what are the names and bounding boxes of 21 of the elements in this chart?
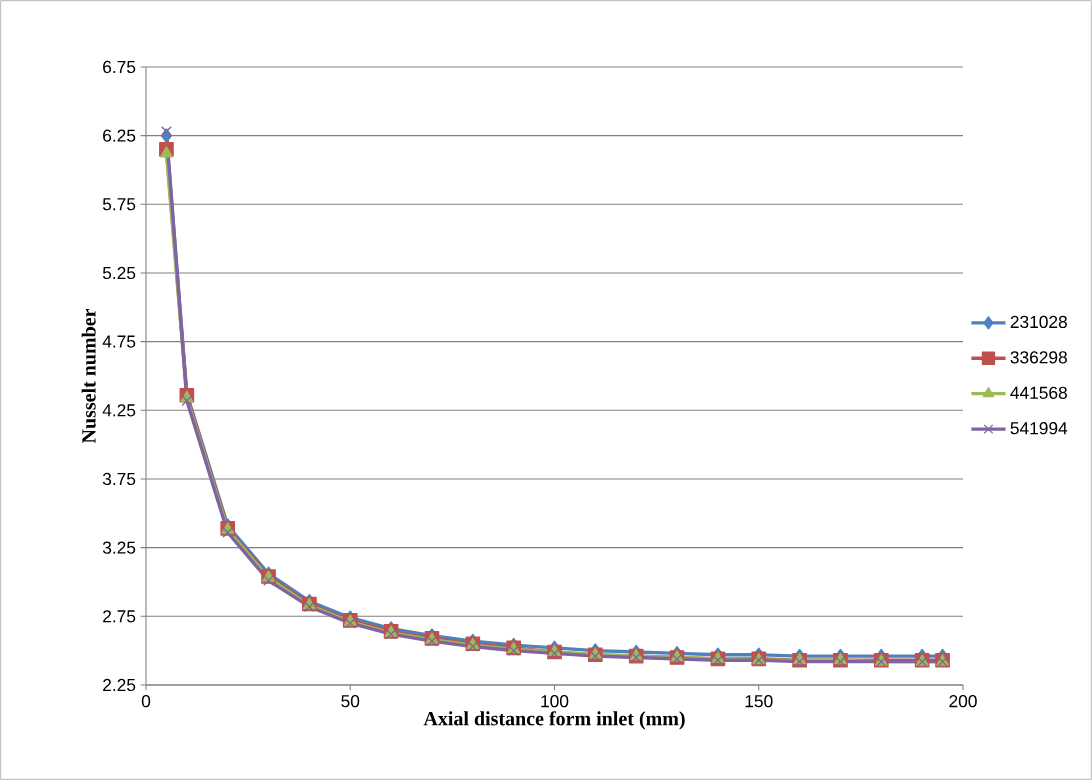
y-tick-label: 6.75	[103, 60, 136, 74]
y-tick-label: 2.75	[103, 610, 136, 623]
y-axis-title: Nusselt number	[81, 308, 96, 444]
x-tick-label: 0	[141, 695, 151, 708]
y-tick-label: 3.25	[102, 541, 136, 554]
x-tick-label: 200	[949, 695, 977, 708]
y-tick-label: 4.75	[102, 335, 136, 348]
legend-label: 441568	[1010, 386, 1067, 399]
legend-label: 541994	[1010, 422, 1068, 435]
legend-label: 231028	[1010, 315, 1067, 329]
x-tick-label: 150	[745, 695, 773, 708]
x-tick-label: 50	[341, 695, 360, 708]
y-tick-label: 4.25	[102, 404, 136, 417]
y-tick-label: 3.75	[102, 472, 136, 486]
y-tick-label: 6.25	[103, 129, 136, 142]
y-tick-label: 5.25	[102, 266, 136, 280]
legend-label: 336298	[1010, 351, 1067, 364]
x-axis-title: Axial distance form inlet (mm)	[423, 711, 685, 730]
y-tick-label: 2.25	[103, 678, 136, 692]
x-tick-label: 100	[541, 695, 569, 708]
y-tick-label: 5.75	[102, 198, 136, 211]
